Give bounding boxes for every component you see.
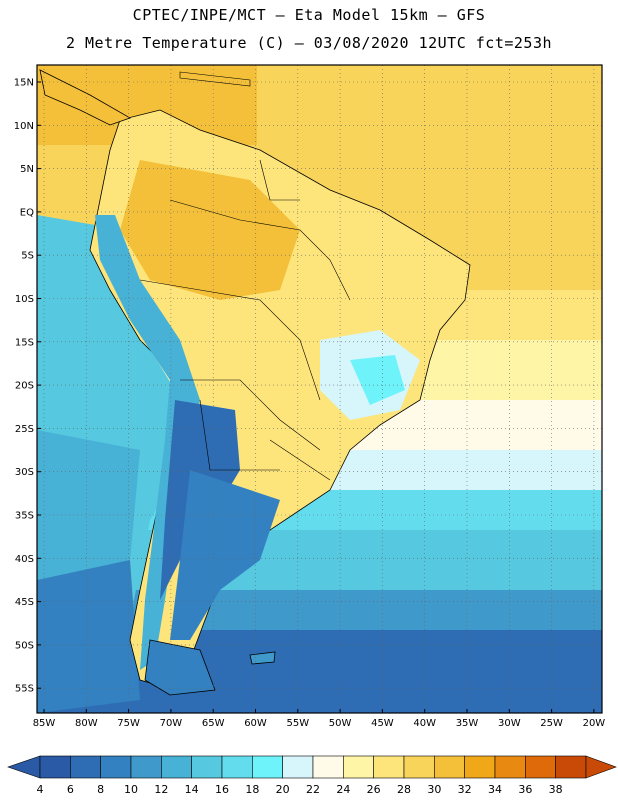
latitude-axis: 15N 10N 5N EQ 5S 10S 15S 20S 25S 30S 35S 40S 45S 50S 5… — [14, 78, 41, 695]
colorbar-swatch — [525, 755, 556, 779]
colorbar-swatch — [312, 755, 344, 779]
colorbar-label: 24 — [336, 783, 350, 796]
colorbar-label: 10 — [124, 783, 138, 796]
latitude-tick-label: 20S — [15, 381, 34, 392]
latitude-tick-label: 55S — [15, 684, 34, 695]
colorbar-swatch — [282, 755, 314, 779]
longitude-tick-label: 55W — [286, 718, 309, 729]
colorbar-label: 28 — [397, 783, 411, 796]
colorbar-swatch — [70, 755, 101, 779]
colorbar-label: 6 — [67, 783, 74, 796]
chart-subtitle: 2 Metre Temperature (C) – 03/08/2020 12U… — [65, 34, 553, 52]
colorbar-label: 36 — [518, 783, 532, 796]
latitude-tick-label: EQ — [20, 207, 34, 218]
longitude-tick-label: 85W — [33, 718, 56, 729]
colorbar-swatch — [373, 755, 405, 779]
colorbar-swatch — [39, 755, 71, 779]
colorbar-label: 38 — [549, 783, 563, 796]
colorbar-low-arrow — [7, 755, 41, 779]
colorbar-swatch — [403, 755, 435, 779]
map-frame — [36, 64, 603, 714]
colorbar-label: 18 — [245, 783, 259, 796]
colorbar-high-arrow — [585, 755, 617, 779]
colorbar-label: 20 — [276, 783, 290, 796]
colorbar-label: 32 — [458, 783, 472, 796]
longitude-tick-label: 25W — [540, 718, 563, 729]
latitude-tick-label: 40S — [15, 554, 34, 565]
colorbar-swatch — [555, 755, 587, 779]
longitude-tick-label: 70W — [160, 718, 183, 729]
longitude-tick-label: 60W — [244, 718, 267, 729]
longitude-tick-label: 45W — [371, 718, 394, 729]
colorbar-swatch — [434, 755, 465, 779]
longitude-tick-label: 30W — [498, 718, 521, 729]
colorbar-swatch — [464, 755, 496, 779]
colorbar-label: 14 — [185, 783, 199, 796]
latitude-tick-label: 15S — [15, 337, 34, 348]
latitude-tick-label: 45S — [15, 597, 34, 608]
colorbar-swatch — [130, 755, 162, 779]
longitude-axis: 85W 80W 75W 70W 65W 60W 55W 50W 45W 40W 35W 30W 25W 2… — [33, 709, 606, 729]
colorbar — [7, 755, 617, 779]
colorbar-label: 22 — [306, 783, 320, 796]
colorbar-labels: 4 6 8 10 12 14 16 18 20 22 24 26 28 30 32 34 36 38 — [37, 783, 563, 796]
colorbar-swatch — [191, 755, 223, 779]
colorbar-label: 26 — [367, 783, 381, 796]
chart-title: CPTEC/INPE/MCT – Eta Model 15km – GFS — [132, 6, 486, 24]
latitude-tick-label: 25S — [15, 424, 34, 435]
colorbar-label: 34 — [488, 783, 502, 796]
colorbar-label: 8 — [97, 783, 104, 796]
colorbar-label: 12 — [154, 783, 168, 796]
longitude-tick-label: 40W — [413, 718, 436, 729]
latitude-tick-label: 5N — [20, 164, 34, 175]
colorbar-swatch — [343, 755, 374, 779]
longitude-tick-label: 80W — [75, 718, 98, 729]
latitude-tick-label: 10S — [15, 294, 34, 305]
colorbar-swatch — [161, 755, 192, 779]
longitude-tick-label: 35W — [456, 718, 479, 729]
colorbar-swatch — [252, 755, 283, 779]
colorbar-swatch — [494, 755, 526, 779]
latitude-tick-label: 30S — [15, 467, 34, 478]
colorbar-label: 4 — [37, 783, 44, 796]
latitude-tick-label: 5S — [21, 251, 34, 262]
longitude-tick-label: 20W — [583, 718, 606, 729]
colorbar-label: 30 — [427, 783, 441, 796]
graticule — [37, 65, 602, 713]
longitude-tick-label: 75W — [117, 718, 140, 729]
latitude-tick-label: 50S — [15, 640, 34, 651]
longitude-tick-label: 50W — [329, 718, 352, 729]
colorbar-swatch — [221, 755, 253, 779]
colorbar-label: 16 — [215, 783, 229, 796]
colorbar-swatch — [100, 755, 132, 779]
latitude-tick-label: 10N — [14, 121, 34, 132]
latitude-tick-label: 35S — [15, 511, 34, 522]
longitude-tick-label: 65W — [202, 718, 225, 729]
latitude-tick-label: 15N — [14, 78, 34, 89]
map-field — [37, 65, 602, 713]
